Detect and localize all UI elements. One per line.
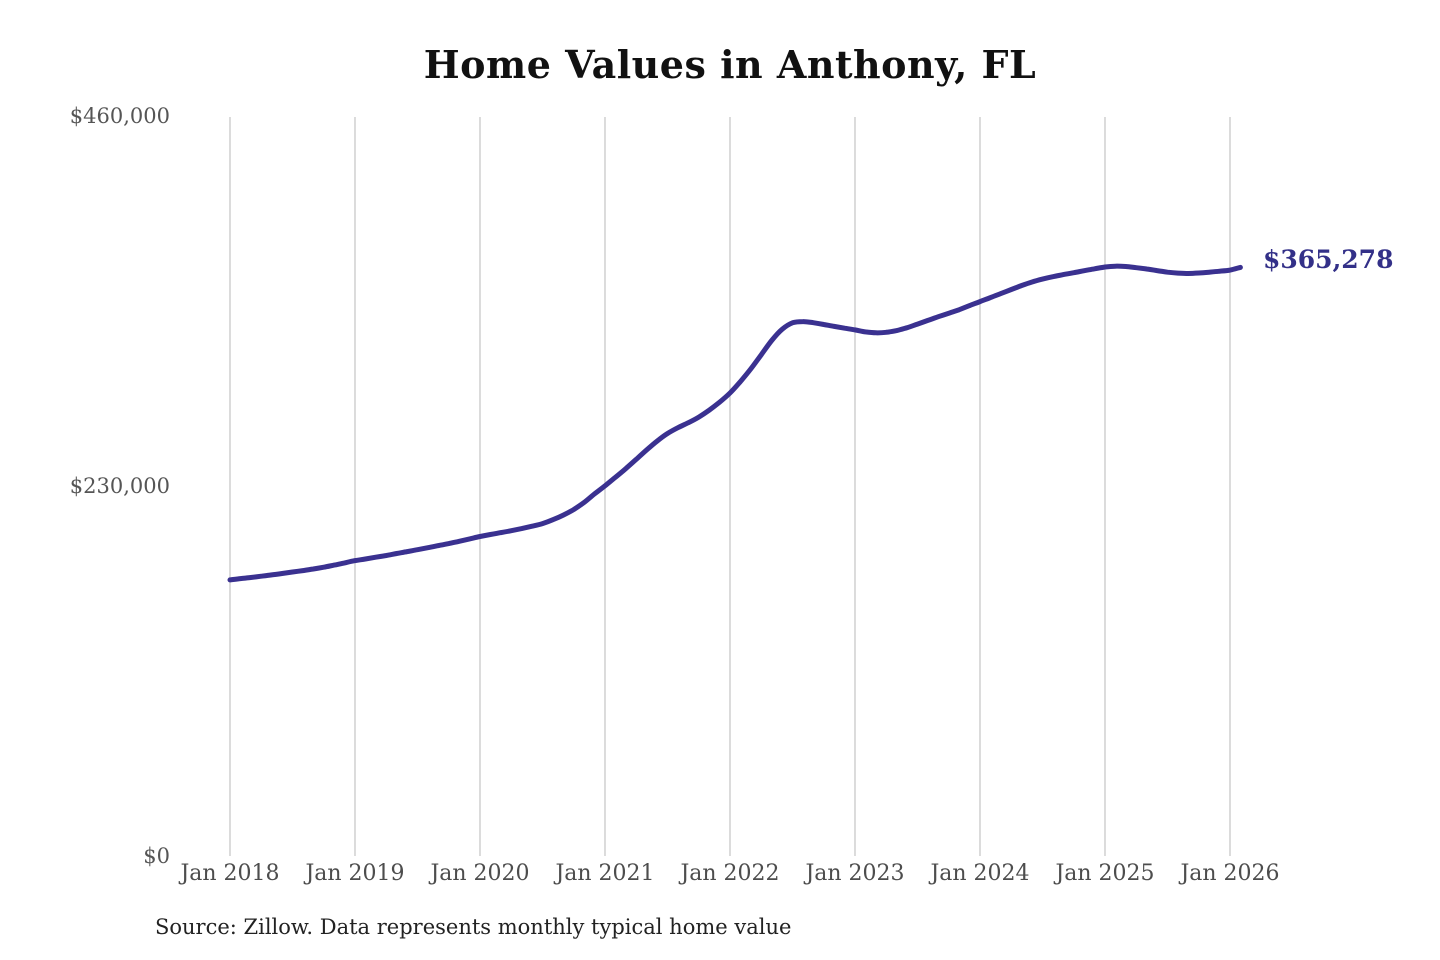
latest-value-label: $365,278	[1263, 245, 1394, 274]
x-axis-tick-label: Jan 2018	[178, 861, 279, 886]
x-axis-tick-label: Jan 2025	[1053, 861, 1154, 886]
chart-title: Home Values in Anthony, FL	[423, 42, 1037, 87]
y-axis-tick-label: $230,000	[70, 474, 170, 498]
y-axis-tick-label: $0	[143, 844, 170, 868]
x-axis-tick-label: Jan 2026	[1178, 861, 1279, 886]
x-axis-tick-label: Jan 2024	[928, 861, 1029, 886]
home-value-line	[227, 263, 1243, 583]
x-axis-tick-label: Jan 2021	[553, 861, 654, 886]
source-note: Source: Zillow. Data represents monthly …	[155, 915, 792, 939]
x-axis-tick-label: Jan 2019	[303, 861, 404, 886]
y-axis-tick-label: $460,000	[70, 104, 170, 128]
x-axis-tick-label: Jan 2023	[803, 861, 904, 886]
x-axis-tick-label: Jan 2022	[678, 861, 779, 886]
x-axis-tick-label: Jan 2020	[428, 861, 529, 886]
